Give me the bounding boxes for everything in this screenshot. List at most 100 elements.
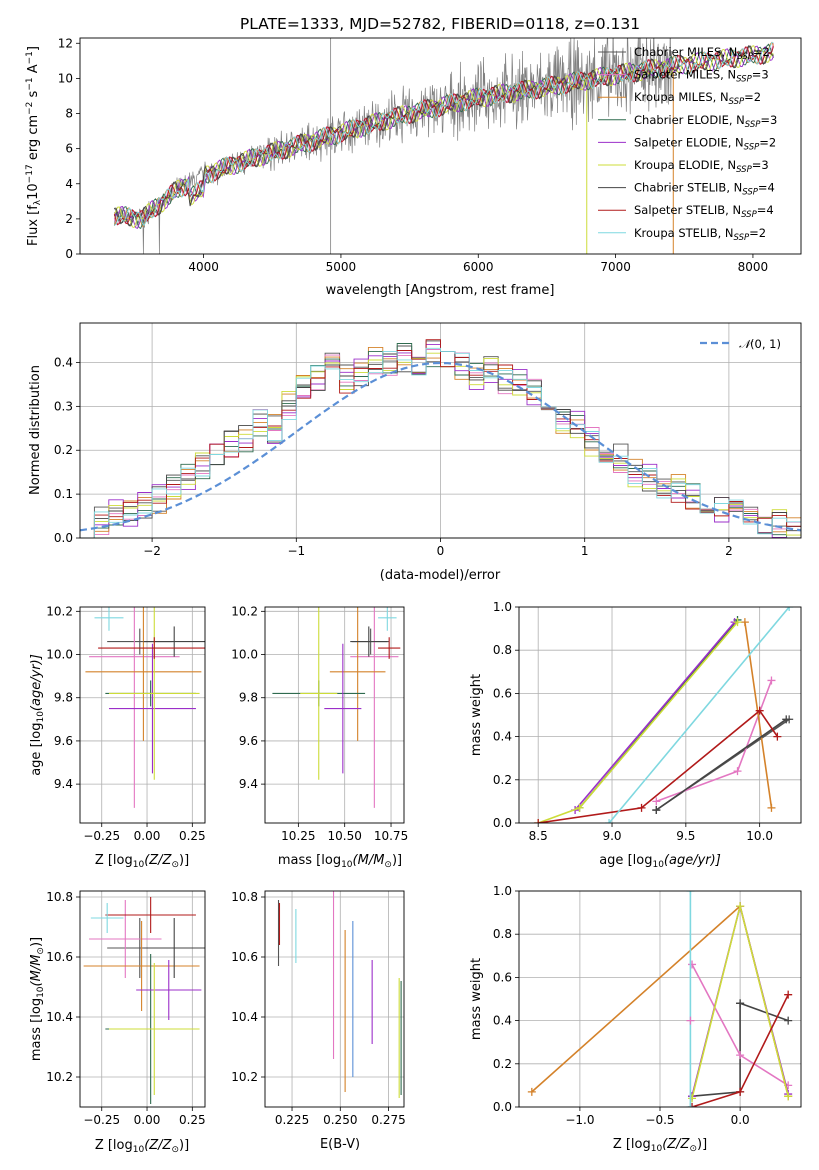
weight-marker xyxy=(740,618,749,627)
x-tick-label: 9.5 xyxy=(676,829,695,843)
label-part: (age/yr)] xyxy=(664,853,721,868)
legend-subscript: SSP xyxy=(736,75,752,85)
y-tick-label: 0.1 xyxy=(54,487,73,501)
spectrum-model-line xyxy=(113,45,774,229)
weight-marker xyxy=(767,803,776,812)
weight-line xyxy=(537,621,739,823)
plot-area xyxy=(277,891,402,1098)
axes-frame xyxy=(518,606,802,824)
label-part: 10 xyxy=(36,711,46,723)
weight-marker xyxy=(637,803,646,812)
y-tick-label: 10.6 xyxy=(46,950,73,964)
y-tick-label: 10.0 xyxy=(46,648,73,662)
x-tick-label: 0.275 xyxy=(371,1113,405,1127)
label-part: 10 xyxy=(133,860,145,870)
errorbar-point xyxy=(378,637,401,659)
x-tick-label: 0.0 xyxy=(731,1113,750,1127)
y-tick-label: 4 xyxy=(65,177,73,191)
y-tick-label: 0.0 xyxy=(54,531,73,545)
legend-count: =2 xyxy=(749,226,766,240)
legend-label: Chabrier MILES, NSSP=2 xyxy=(634,45,770,62)
legend-label: Salpeter STELIB, NSSP=4 xyxy=(634,203,774,220)
weight-marker xyxy=(605,819,614,823)
label-part: (Z/Z xyxy=(144,1138,172,1153)
y-tick-label: 8 xyxy=(65,107,73,121)
label-part: 10 xyxy=(133,1145,145,1155)
weight-marker xyxy=(755,706,764,715)
age-vs-Z-axes: −0.25 0.00 0.25 9.4 9.6 9.8 10.0 10.2 xyxy=(46,604,206,843)
gaussian-params: (0, 1) xyxy=(750,337,781,351)
x-tick-label: 0.25 xyxy=(179,1113,206,1127)
mass-weight-vs-Z-xlabel: Z [log10(Z/Z⊙)] xyxy=(613,1137,707,1154)
label-part: λ xyxy=(33,199,43,205)
label-part: ⊙ xyxy=(384,860,392,870)
y-tick-label: 0.3 xyxy=(54,399,73,413)
age-vs-mass-xlabel: mass [log10(M/M⊙)] xyxy=(278,853,402,870)
x-tick-label: 4000 xyxy=(188,260,219,274)
x-tick-label: 2 xyxy=(725,544,733,558)
figure-title: PLATE=1333, MJD=52782, FIBERID=0118, z=0… xyxy=(240,15,640,33)
x-tick-label: 0.25 xyxy=(179,829,206,843)
x-tick-label: −0.25 xyxy=(83,1113,120,1127)
legend-label: Kroupa ELODIE, NSSP=3 xyxy=(634,158,769,175)
weight-line xyxy=(574,621,736,811)
legend-name: Kroupa STELIB, N xyxy=(634,226,734,240)
weight-marker xyxy=(575,803,584,812)
errorbar-point xyxy=(90,903,124,933)
legend-subscript: SSP xyxy=(744,142,760,152)
legend-name: Chabrier STELIB, N xyxy=(634,181,742,195)
residual-histogram xyxy=(80,347,801,538)
axes-frame xyxy=(79,606,206,824)
x-tick-label: 1 xyxy=(581,544,589,558)
x-tick-label: 0.00 xyxy=(134,1113,161,1127)
y-tick-label: 10.2 xyxy=(231,604,258,618)
weight-line xyxy=(655,718,787,811)
label-part: A xyxy=(26,64,41,77)
axes-frame xyxy=(264,890,405,1108)
weight-marker xyxy=(782,715,791,724)
mass-weight-vs-Z-axes: −1.0 −0.5 0.0 0.0 0.2 0.4 0.6 0.8 1.0 xyxy=(493,884,802,1127)
legend-count: =4 xyxy=(758,181,775,195)
x-tick-label: 0 xyxy=(437,544,445,558)
errorbar-point xyxy=(85,607,202,741)
label-part: ] xyxy=(26,46,41,51)
plot-area xyxy=(534,607,794,823)
y-tick-label: 9.4 xyxy=(54,777,73,791)
weight-line xyxy=(691,1002,789,1097)
mass-vs-Z-ylabel: mass [log10(M/M⊙)] xyxy=(29,937,46,1061)
weight-series xyxy=(534,706,782,823)
errorbar-point xyxy=(350,607,399,808)
weight-line xyxy=(744,621,773,809)
y-tick-label: 10.6 xyxy=(231,950,258,964)
label-part: 10 xyxy=(36,986,46,998)
weight-marker xyxy=(534,819,543,823)
legend-name: Salpeter ELODIE, N xyxy=(634,135,744,149)
errorbar-point xyxy=(350,626,388,657)
legend-label: Kroupa MILES, NSSP=2 xyxy=(634,90,761,107)
weight-marker xyxy=(527,1087,536,1096)
label-part: ⊙ xyxy=(171,860,179,870)
errorbar-point xyxy=(89,900,162,978)
label-part: −2 xyxy=(25,102,35,115)
gaussian-legend-label: 𝒩(0, 1) xyxy=(739,337,781,351)
legend-count: =4 xyxy=(757,203,774,217)
x-tick-label: 10.0 xyxy=(746,829,773,843)
y-tick-label: 0.2 xyxy=(493,1057,512,1071)
y-tick-label: 0.0 xyxy=(493,1100,512,1114)
label-part: age [log xyxy=(599,853,652,868)
mass-vs-Z-axes: −0.25 0.00 0.25 10.2 10.4 10.6 10.8 xyxy=(46,890,205,1127)
legend-subscript: SSP xyxy=(745,120,761,130)
label-part: erg cm xyxy=(26,115,41,164)
x-tick-label: 6000 xyxy=(463,260,494,274)
label-part: 10 xyxy=(652,860,664,870)
legend-count: =2 xyxy=(753,45,770,59)
weight-marker xyxy=(688,1094,697,1103)
legend-label: Kroupa STELIB, NSSP=2 xyxy=(634,226,766,243)
errorbar-point xyxy=(143,918,205,978)
plot-area xyxy=(85,607,205,808)
y-tick-label: 0.4 xyxy=(493,730,512,744)
label-part: )] xyxy=(697,1137,707,1152)
y-tick-label: 0.2 xyxy=(54,443,73,457)
y-tick-label: 1.0 xyxy=(493,600,512,614)
label-part: −1 xyxy=(25,51,35,64)
